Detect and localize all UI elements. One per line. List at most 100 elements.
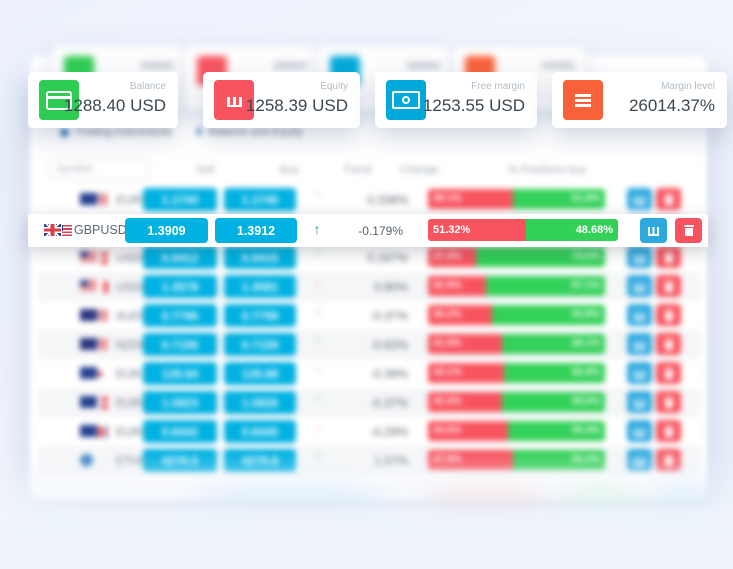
remove-instrument-button[interactable] — [656, 420, 681, 442]
positions-sentiment-bar: 42.0% 58.0% — [428, 392, 605, 412]
remove-instrument-button[interactable] — [656, 362, 681, 384]
positions-sentiment-bar: 32.9% 67.1% — [428, 276, 605, 296]
eu-flag-icon — [80, 396, 97, 408]
sell-button[interactable]: 0.9412 — [143, 246, 217, 269]
sell-button[interactable]: 1.0823 — [143, 391, 217, 414]
instrument-row[interactable]: EURUSD 1.1743 1.1745 ↑ 0.338% 48.1% 51.9% — [38, 185, 700, 214]
positions-buy-segment: 58.1% — [502, 334, 605, 354]
instrument-row[interactable]: NZDUSD 0.7156 0.7159 ↑ -0.82% 41.9% 58.1% — [38, 330, 700, 359]
remove-instrument-button[interactable] — [656, 304, 681, 326]
chart-bars-icon — [634, 338, 645, 350]
open-chart-button[interactable] — [627, 188, 652, 210]
positions-buy-segment: 55.4% — [507, 421, 605, 441]
card-label: Free margin — [471, 81, 525, 92]
pair-flags — [80, 396, 110, 409]
remove-instrument-button[interactable] — [656, 188, 681, 210]
instrument-row[interactable]: USDCHF 0.9412 0.9415 ↑ 0.167% 27.0% 73.0% — [38, 243, 700, 272]
open-chart-button[interactable] — [627, 362, 652, 384]
card-label: Balance — [129, 81, 166, 92]
open-chart-button[interactable] — [627, 333, 652, 355]
credit-card-icon — [39, 80, 79, 120]
panel-tabs: Trading instruments $ Balance and Equity — [60, 126, 303, 138]
positions-sell-segment: 32.9% — [428, 276, 487, 296]
positions-buy-segment: 73.0% — [475, 247, 605, 267]
tab-label: Trading instruments — [75, 126, 172, 138]
positions-buy-segment: 58.0% — [502, 392, 605, 412]
symbol-filter-input[interactable] — [49, 158, 149, 180]
sell-button[interactable]: 1.3909 — [125, 218, 208, 243]
sell-button[interactable]: 0.7156 — [143, 333, 217, 356]
remove-instrument-button[interactable] — [656, 275, 681, 297]
column-header-sell: Sell — [196, 164, 215, 176]
change-value: -0.179% — [358, 224, 403, 238]
positions-sentiment-bar: 41.9% 58.1% — [428, 334, 605, 354]
ghost-card-label — [273, 62, 307, 69]
sell-button[interactable]: 0.7796 — [143, 304, 217, 327]
sell-button[interactable]: 1.3578 — [143, 275, 217, 298]
table-header-row: Sell Buy Trend Change % Positions buy — [30, 156, 707, 186]
remove-instrument-button[interactable] — [656, 246, 681, 268]
open-chart-button[interactable] — [640, 218, 667, 243]
free-margin-card: Free margin 1253.55 USD — [375, 72, 537, 128]
trash-icon — [663, 309, 674, 321]
buy-button[interactable]: 1.0826 — [224, 391, 296, 414]
remove-instrument-button[interactable] — [656, 391, 681, 413]
chart-bars-icon — [634, 425, 645, 437]
column-header-buy: Buy — [280, 164, 299, 176]
sell-button[interactable]: 1.1743 — [143, 188, 217, 211]
trash-icon — [663, 338, 674, 350]
buy-button[interactable]: 1.3581 — [224, 275, 296, 298]
pair-flags — [44, 224, 74, 237]
tab-balance-equity[interactable]: $ Balance and Equity — [196, 126, 303, 138]
trend-down-icon: ↓ — [315, 422, 321, 433]
positions-buy-segment: 63.8% — [491, 305, 605, 325]
positions-sentiment-bar: 48.1% 51.9% — [428, 189, 605, 209]
sell-button[interactable]: 129.84 — [143, 362, 217, 385]
trash-icon — [663, 193, 674, 205]
trend-down-icon: ↓ — [315, 306, 321, 317]
positions-sentiment-bar: 36.2% 63.8% — [428, 305, 605, 325]
positions-buy-segment: 56.9% — [504, 363, 605, 383]
sell-button[interactable]: 0.8442 — [143, 420, 217, 443]
buy-button[interactable]: 1.3912 — [215, 218, 297, 243]
trend-down-icon: ↓ — [315, 364, 321, 375]
buy-button[interactable]: 1.1745 — [224, 188, 296, 211]
eu-flag-icon — [80, 193, 97, 205]
remove-instrument-button[interactable] — [656, 333, 681, 355]
buy-button[interactable]: 0.7159 — [224, 333, 296, 356]
tab-trading-instruments[interactable]: Trading instruments — [60, 126, 172, 138]
column-header-change: Change — [400, 164, 439, 176]
focused-instrument-row[interactable]: GBPUSD 1.3909 1.3912 ↑ -0.179% 51.32% 48… — [28, 214, 708, 247]
open-chart-button[interactable] — [627, 275, 652, 297]
buy-button[interactable]: 0.7799 — [224, 304, 296, 327]
pair-flags — [80, 193, 110, 206]
instrument-row[interactable]: EURCHF 1.0823 1.0826 ↑ -0.37% 42.0% 58.0% — [38, 388, 700, 417]
positions-sell-segment: 43.1% — [428, 363, 505, 383]
change-value: -0.29% — [369, 425, 408, 439]
instrument-row[interactable]: AUDUSD 0.7796 0.7799 ↓ -0.37% 36.2% 63.8% — [38, 301, 700, 330]
pair-flags — [80, 367, 110, 380]
open-chart-button[interactable] — [627, 304, 652, 326]
buy-button[interactable]: 0.8445 — [224, 420, 296, 443]
gb-flag-icon — [44, 224, 61, 236]
instrument-row[interactable]: USDCAD 1.3578 1.3581 ↓ 0.80% 32.9% 67.1% — [38, 272, 700, 301]
buy-button[interactable]: 0.9415 — [224, 246, 296, 269]
change-value: -0.37% — [369, 309, 408, 323]
card-value: 1253.55 USD — [422, 96, 525, 115]
open-chart-button[interactable] — [627, 420, 652, 442]
open-chart-button[interactable] — [627, 391, 652, 413]
instrument-row[interactable]: EURGBP 0.8442 0.8445 ↓ -0.29% 44.6% 55.4% — [38, 417, 700, 446]
chart-bars-icon — [648, 225, 659, 236]
nz-flag-icon — [80, 338, 97, 350]
positions-buy-segment: 51.9% — [512, 189, 605, 209]
balance-card: Balance 1288.40 USD — [28, 72, 178, 128]
change-value: 0.167% — [367, 251, 408, 265]
buy-button[interactable]: 129.88 — [224, 362, 296, 385]
open-chart-button[interactable] — [627, 246, 652, 268]
instrument-row[interactable]: EURJPY 129.84 129.88 ↓ -0.39% 43.1% 56.9% — [38, 359, 700, 388]
remove-instrument-button[interactable] — [675, 218, 702, 243]
ghost-card-label — [541, 62, 575, 69]
positions-buy-segment: 67.1% — [486, 276, 605, 296]
eu-flag-icon — [80, 425, 97, 437]
